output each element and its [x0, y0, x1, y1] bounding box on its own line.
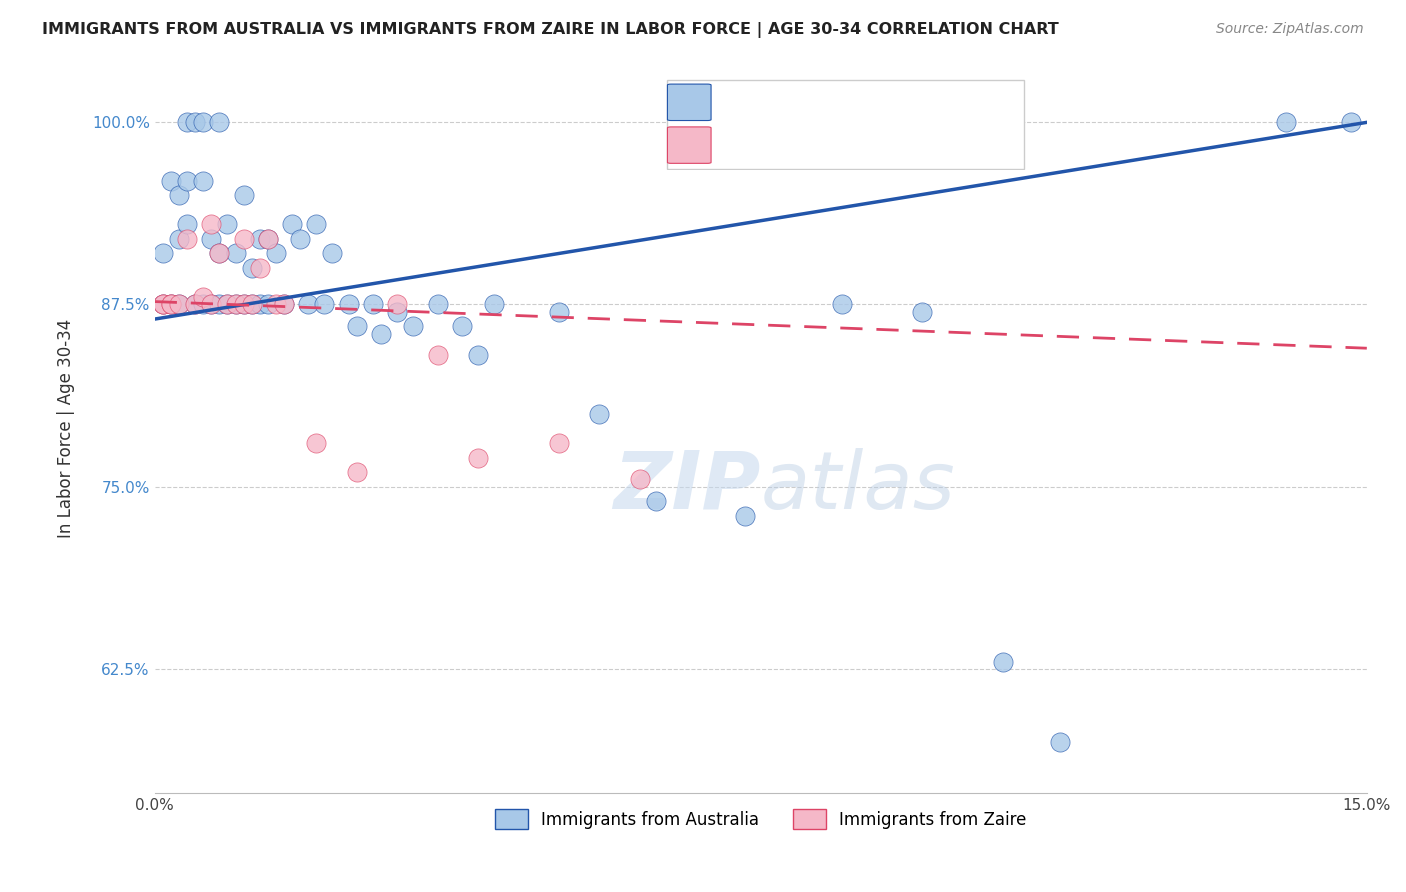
Point: [176, 115, 198, 129]
Point: [200, 297, 222, 311]
Point: [217, 297, 239, 311]
Text: ZIP: ZIP: [613, 448, 761, 525]
Point: [160, 297, 183, 311]
Point: [176, 218, 198, 232]
Point: [281, 218, 304, 232]
Point: [208, 297, 231, 311]
Point: [167, 297, 190, 311]
Point: [361, 297, 384, 311]
Point: [208, 246, 231, 260]
Point: [337, 297, 360, 311]
Point: [200, 297, 222, 311]
Point: [184, 297, 207, 311]
Point: [370, 326, 392, 341]
Point: [288, 232, 311, 246]
Point: [232, 297, 254, 311]
Point: [1275, 115, 1298, 129]
Point: [547, 305, 569, 319]
Point: [217, 297, 239, 311]
Point: [160, 174, 183, 188]
Point: [588, 407, 610, 421]
Point: [160, 297, 183, 311]
Point: [385, 305, 408, 319]
Point: [249, 261, 271, 276]
Y-axis label: In Labor Force | Age 30-34: In Labor Force | Age 30-34: [58, 318, 75, 538]
Point: [240, 261, 263, 276]
Point: [152, 297, 174, 311]
Point: [644, 494, 666, 508]
Point: [225, 297, 247, 311]
Point: [467, 450, 489, 465]
Point: [152, 297, 174, 311]
Legend: Immigrants from Australia, Immigrants from Zaire: Immigrants from Australia, Immigrants fr…: [488, 803, 1033, 835]
Point: [193, 115, 215, 129]
Point: [152, 297, 174, 311]
Point: [176, 232, 198, 246]
Point: [426, 297, 449, 311]
Point: [167, 297, 190, 311]
Point: [426, 349, 449, 363]
Point: [993, 655, 1015, 669]
Point: [297, 297, 319, 311]
Point: [314, 297, 336, 311]
Point: [264, 246, 287, 260]
Text: atlas: atlas: [761, 448, 956, 525]
Point: [232, 297, 254, 311]
Point: [385, 297, 408, 311]
Point: [911, 305, 934, 319]
Text: IMMIGRANTS FROM AUSTRALIA VS IMMIGRANTS FROM ZAIRE IN LABOR FORCE | AGE 30-34 CO: IMMIGRANTS FROM AUSTRALIA VS IMMIGRANTS …: [42, 22, 1059, 38]
Point: [167, 188, 190, 202]
Point: [305, 436, 328, 450]
Point: [1049, 734, 1071, 748]
Point: [208, 115, 231, 129]
Point: [200, 218, 222, 232]
Point: [256, 297, 278, 311]
Point: [167, 232, 190, 246]
Point: [249, 297, 271, 311]
Point: [273, 297, 295, 311]
Point: [482, 297, 505, 311]
Point: [450, 319, 472, 334]
Point: [467, 349, 489, 363]
Point: [240, 297, 263, 311]
Point: [184, 297, 207, 311]
Point: [225, 246, 247, 260]
Point: [628, 472, 651, 486]
Point: [346, 465, 368, 479]
Point: [232, 188, 254, 202]
Point: [232, 232, 254, 246]
Point: [152, 246, 174, 260]
Point: [402, 319, 425, 334]
Point: [831, 297, 853, 311]
Point: [547, 436, 569, 450]
Point: [193, 290, 215, 304]
Point: [1340, 115, 1362, 129]
Point: [249, 232, 271, 246]
Point: [321, 246, 343, 260]
Point: [176, 174, 198, 188]
Point: [256, 232, 278, 246]
Point: [346, 319, 368, 334]
Point: [193, 174, 215, 188]
Point: [160, 297, 183, 311]
Point: [193, 297, 215, 311]
Point: [217, 218, 239, 232]
Point: [225, 297, 247, 311]
Point: [734, 508, 756, 523]
Text: Source: ZipAtlas.com: Source: ZipAtlas.com: [1216, 22, 1364, 37]
Point: [273, 297, 295, 311]
Point: [264, 297, 287, 311]
Point: [240, 297, 263, 311]
Point: [184, 115, 207, 129]
Point: [208, 246, 231, 260]
Point: [256, 232, 278, 246]
Point: [200, 232, 222, 246]
Point: [305, 218, 328, 232]
